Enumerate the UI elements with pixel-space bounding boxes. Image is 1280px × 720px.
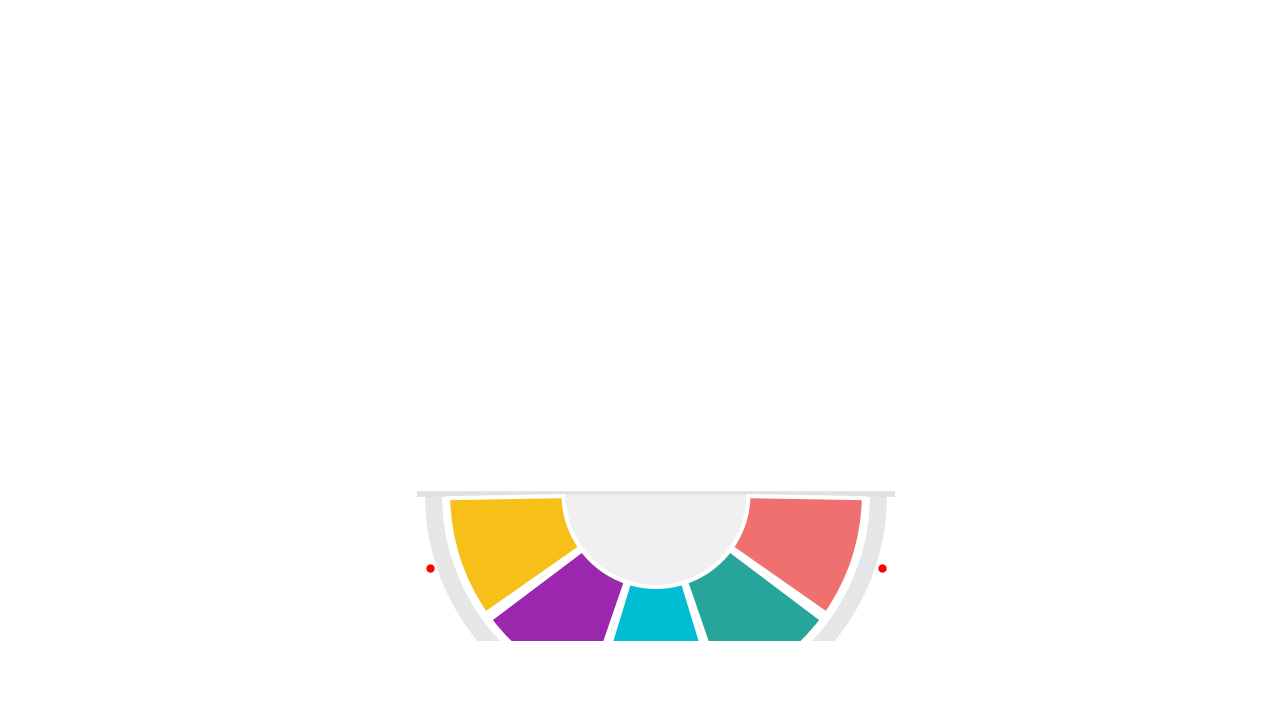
Wedge shape [425, 495, 887, 720]
Wedge shape [595, 583, 717, 703]
Wedge shape [490, 550, 626, 691]
Wedge shape [732, 496, 864, 613]
Wedge shape [563, 495, 749, 587]
Wedge shape [511, 495, 801, 639]
Wedge shape [448, 496, 580, 613]
Wedge shape [686, 550, 822, 691]
